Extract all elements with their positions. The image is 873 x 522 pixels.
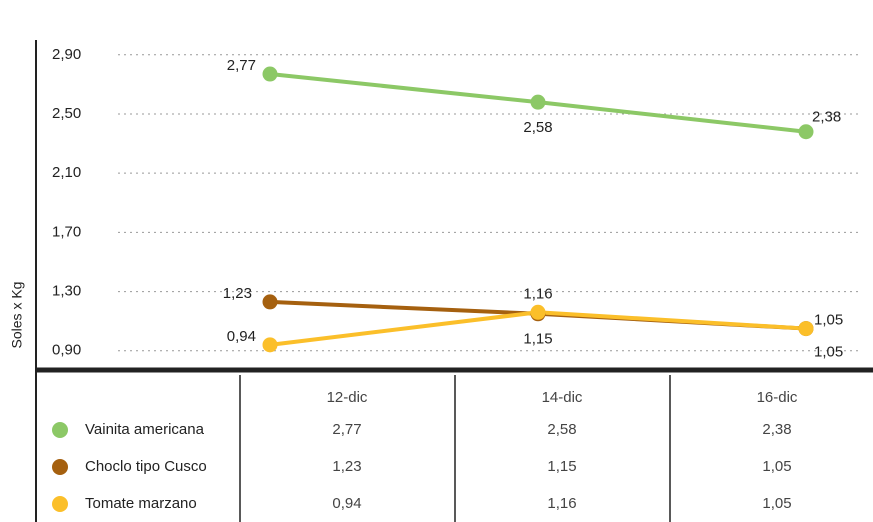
legend-marker	[52, 496, 68, 512]
table-cell: 2,77	[332, 421, 361, 438]
y-tick-label: 2,90	[52, 46, 81, 63]
table-cell: 1,05	[762, 495, 791, 512]
legend-label: Vainita americana	[85, 421, 205, 438]
y-axis-label: Soles x Kg	[9, 282, 25, 349]
table-cell: 2,38	[762, 421, 791, 438]
data-label: 0,94	[227, 328, 256, 345]
point	[798, 321, 814, 337]
table-cell: 0,94	[332, 495, 361, 512]
table-cell: 2,58	[547, 421, 576, 438]
table-header: 16-dic	[757, 389, 798, 406]
data-label: 2,38	[812, 109, 841, 126]
y-tick-label: 1,30	[52, 283, 81, 300]
data-label: 1,23	[223, 285, 252, 302]
data-label: 2,58	[523, 119, 552, 136]
point	[262, 337, 278, 353]
point	[530, 94, 546, 110]
table-header: 12-dic	[327, 389, 368, 406]
point	[262, 294, 278, 310]
point	[798, 124, 814, 140]
data-label: 1,15	[523, 331, 552, 348]
y-tick-label: 1,70	[52, 223, 81, 240]
legend-label: Tomate marzano	[85, 495, 197, 512]
table-cell: 1,05	[762, 458, 791, 475]
table-cell: 1,16	[547, 495, 576, 512]
table-cell: 1,23	[332, 458, 361, 475]
y-tick-label: 2,10	[52, 164, 81, 181]
data-label: 1,16	[523, 285, 552, 302]
point	[262, 66, 278, 82]
data-label: 1,05	[814, 344, 843, 361]
y-tick-label: 0,90	[52, 342, 81, 359]
data-label: 1,05	[814, 312, 843, 329]
data-label: 2,77	[227, 57, 256, 74]
legend-marker	[52, 422, 68, 438]
point	[530, 304, 546, 320]
legend-label: Choclo tipo Cusco	[85, 458, 207, 475]
legend-marker	[52, 459, 68, 475]
table-cell: 1,15	[547, 458, 576, 475]
table-header: 14-dic	[542, 389, 583, 406]
y-tick-label: 2,50	[52, 105, 81, 122]
